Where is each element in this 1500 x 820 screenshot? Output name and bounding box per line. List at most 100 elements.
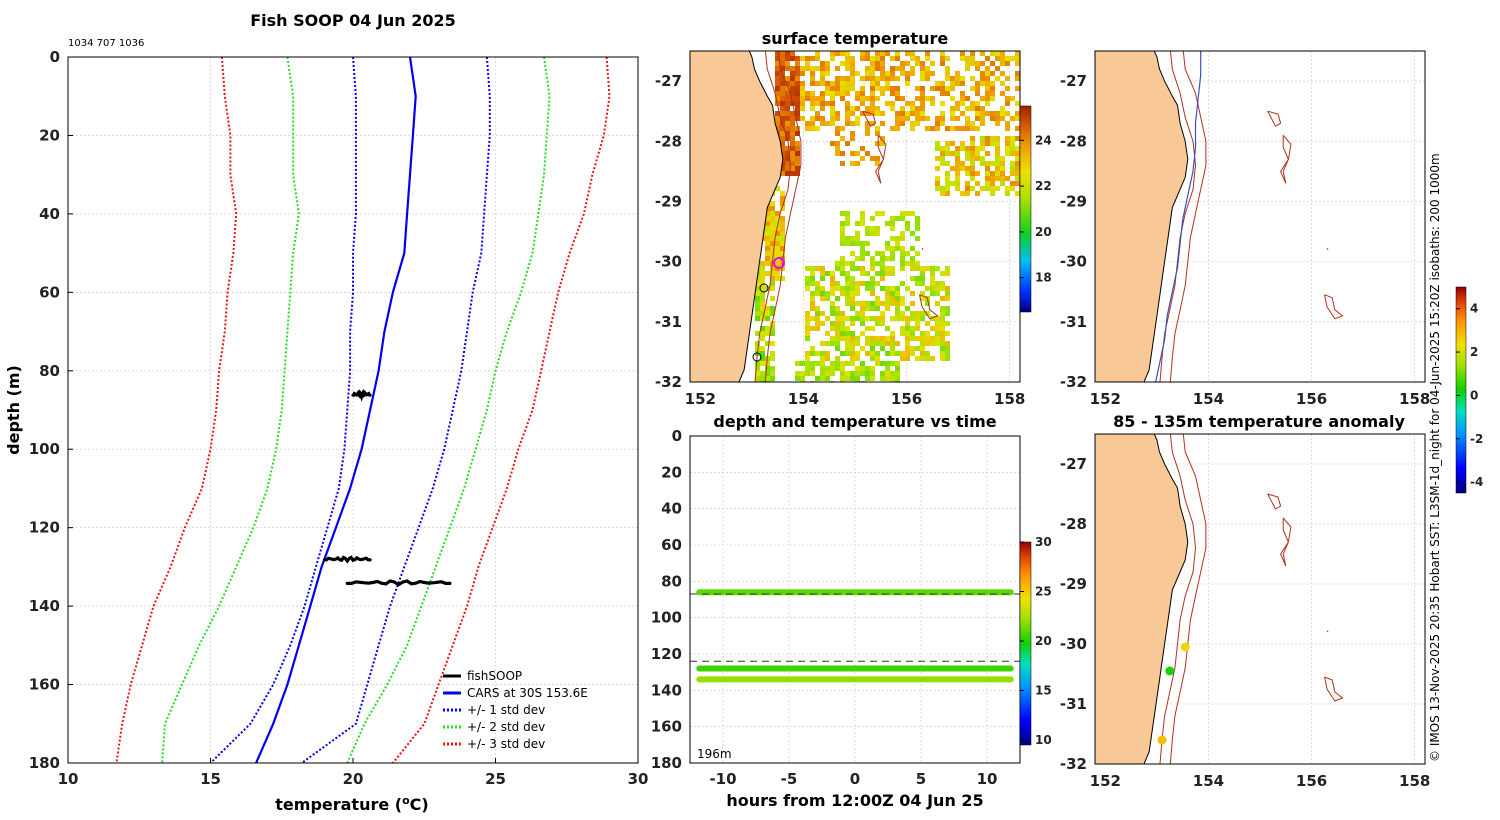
sst-pixel	[975, 126, 980, 131]
legend-label-cars: CARS at 30S 153.6E	[467, 686, 588, 700]
sst-pixel	[770, 241, 775, 246]
sst-pixel	[850, 346, 855, 351]
sst-pixel	[855, 151, 860, 156]
sst-pixel	[760, 301, 765, 306]
sst-pixel	[780, 246, 785, 251]
sst-pixel	[835, 146, 840, 151]
sst-pixel	[1010, 181, 1015, 186]
sst-pixel	[840, 336, 845, 341]
sst-colorbar-tick-label: 22	[1035, 179, 1052, 193]
sst-pixel	[795, 81, 800, 86]
sst-pixel	[795, 116, 800, 121]
sst-pixel	[795, 361, 800, 366]
sst-pixel	[755, 371, 760, 376]
sst-pixel	[850, 341, 855, 346]
sst-pixel	[1010, 136, 1015, 141]
sst-pixel	[870, 301, 875, 306]
sst-pixel	[965, 106, 970, 111]
sst-pixel	[935, 81, 940, 86]
sst-pixel	[880, 66, 885, 71]
sst-pixel	[805, 371, 810, 376]
sst-pixel	[900, 106, 905, 111]
sst-pixel	[810, 56, 815, 61]
sst-pixel	[765, 241, 770, 246]
sst-pixel	[885, 246, 890, 251]
sst-pixel	[940, 336, 945, 341]
sst-pixel	[835, 306, 840, 311]
sst-pixel	[865, 376, 870, 381]
profile-tick-label-y: 20	[39, 126, 60, 144]
sst-pixel	[895, 371, 900, 376]
sst-pixel	[865, 106, 870, 111]
sst-pixel	[965, 191, 970, 196]
sst-pixel	[805, 286, 810, 291]
sst-pixel	[935, 176, 940, 181]
sst-map-tick-label-y: -32	[655, 373, 682, 391]
sst-pixel	[895, 351, 900, 356]
sst-pixel	[895, 306, 900, 311]
depth-time-tick-label-y: 60	[661, 536, 682, 554]
sst-pixel	[845, 361, 850, 366]
sst-pixel	[855, 256, 860, 261]
sst-pixel	[905, 251, 910, 256]
sst-pixel	[860, 91, 865, 96]
sst-pixel	[890, 301, 895, 306]
sst-pixel	[770, 266, 775, 271]
sst-pixel	[885, 361, 890, 366]
sst-pixel	[860, 221, 865, 226]
sst-pixel	[830, 91, 835, 96]
sst-pixel	[935, 156, 940, 161]
sst-pixel	[935, 336, 940, 341]
sst-pixel	[780, 116, 785, 121]
sst-pixel	[945, 296, 950, 301]
sst-pixel	[815, 311, 820, 316]
sst-pixel	[780, 96, 785, 101]
sst-pixel	[830, 311, 835, 316]
sst-pixel	[925, 51, 930, 56]
sst-pixel	[840, 351, 845, 356]
sst-pixel	[845, 216, 850, 221]
sst-pixel	[920, 351, 925, 356]
sst-pixel	[845, 341, 850, 346]
sst-map-pixels	[755, 51, 1020, 382]
profile-fishsoop	[322, 388, 452, 587]
sst-pixel	[900, 351, 905, 356]
sst-pixel	[940, 161, 945, 166]
sst-pixel	[805, 66, 810, 71]
sst-pixel	[845, 61, 850, 66]
sst-pixel	[885, 271, 890, 276]
sst-pixel	[955, 106, 960, 111]
sst-pixel	[825, 61, 830, 66]
sst-pixel	[915, 316, 920, 321]
sst-pixel	[1005, 111, 1010, 116]
sst-pixel	[770, 306, 775, 311]
sst-pixel	[930, 71, 935, 76]
sst-pixel	[955, 71, 960, 76]
sst-pixel	[850, 291, 855, 296]
profile-fishsoop-segment	[345, 579, 452, 587]
sst-pixel	[970, 151, 975, 156]
sst-pixel	[835, 341, 840, 346]
sst-pixel	[795, 371, 800, 376]
sst-pixel	[960, 51, 965, 56]
sst-pixel	[970, 76, 975, 81]
sst-pixel	[850, 86, 855, 91]
sst-pixel	[830, 321, 835, 326]
sst-pixel	[1010, 166, 1015, 171]
sst-pixel	[880, 71, 885, 76]
sst-pixel	[820, 311, 825, 316]
profile-tick-label-y: 180	[29, 754, 60, 772]
sst-pixel	[980, 141, 985, 146]
sst-pixel	[770, 226, 775, 231]
sst-pixel	[960, 191, 965, 196]
sst-pixel	[905, 221, 910, 226]
bathy-map-tick-label-y: -27	[1060, 72, 1087, 90]
sst-pixel	[865, 366, 870, 371]
sst-pixel	[800, 66, 805, 71]
sst-pixel	[970, 106, 975, 111]
sst-pixel	[880, 86, 885, 91]
sst-pixel	[810, 66, 815, 71]
sst-map-ticks: 152 154 156 158 -27 -28 -29 -30 -31 -32	[655, 72, 1025, 408]
anomaly-map-tick-label-y: -27	[1060, 455, 1087, 473]
sst-pixel	[820, 296, 825, 301]
